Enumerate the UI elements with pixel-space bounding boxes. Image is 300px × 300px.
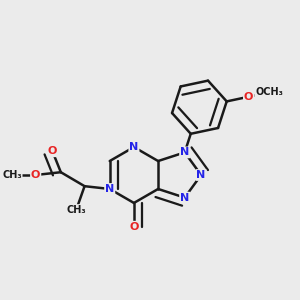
Text: N: N [180, 147, 189, 158]
Text: CH₃: CH₃ [66, 205, 86, 215]
Text: CH₃: CH₃ [2, 170, 22, 180]
Text: O: O [129, 222, 139, 232]
Text: OCH₃: OCH₃ [255, 87, 283, 98]
Text: O: O [31, 170, 40, 180]
Text: O: O [244, 92, 253, 102]
Text: N: N [129, 142, 139, 152]
Text: N: N [196, 170, 206, 180]
Text: N: N [180, 193, 189, 202]
Text: O: O [48, 146, 57, 156]
Text: N: N [105, 184, 114, 194]
